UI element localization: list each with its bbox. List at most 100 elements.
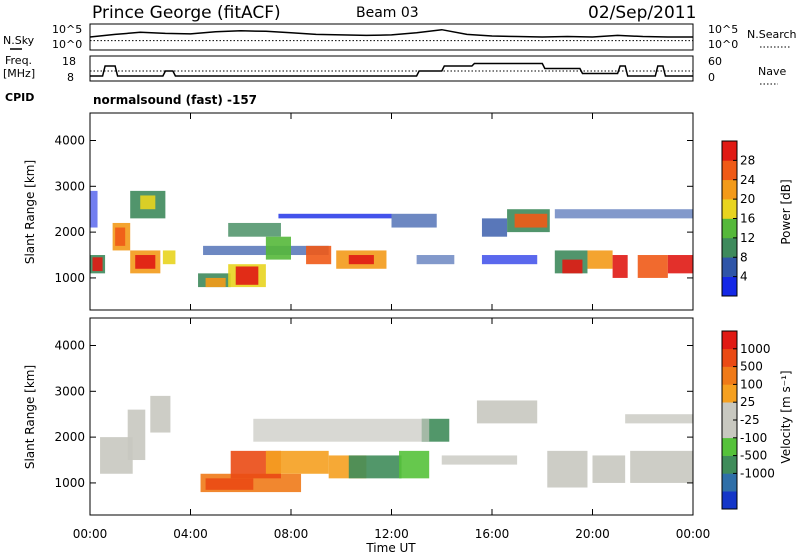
power-data (90, 190, 693, 288)
velocity-ytick-label: 2000 (54, 430, 85, 444)
noise-lines (89, 28, 693, 42)
noise-ytick-top-left: 10^5 (52, 23, 82, 36)
power-scatter-patch (228, 222, 281, 237)
power-colorbar: 4 8 12 16 20 24 28 (721, 140, 755, 297)
power-colorbar-label: 28 (740, 153, 755, 167)
velocity-colorbar: 1000 500 100 25 -25 -100 -500 -1000 (721, 330, 775, 510)
time-x-axis: 00:00 04:00 08:00 12:00 16:00 20:00 00:00 (73, 113, 711, 541)
velocity-scatter-patch (476, 400, 538, 424)
velocity-data (100, 395, 693, 493)
power-scatter-patch (306, 245, 332, 265)
power-scatter-patch (514, 213, 548, 228)
power-colorbar-cell (722, 160, 737, 181)
power-colorbar-cell (722, 141, 737, 161)
power-scatter-patch (562, 259, 583, 274)
velocity-colorbar-label: 100 (740, 377, 763, 391)
power-y-axis: 1000 2000 3000 4000 (54, 133, 693, 285)
power-scatter-patch (92, 257, 103, 272)
power-colorbar-cell (722, 257, 737, 277)
power-colorbar-label: 4 (740, 270, 748, 284)
nsky-label: N.Sky (3, 34, 35, 47)
power-colorbar-label: 20 (740, 192, 755, 206)
velocity-colorbar-cell (722, 402, 737, 421)
noise-ytick-top-right: 10^5 (708, 23, 738, 36)
freq-panel-frame (89, 55, 694, 82)
power-colorbar-cell (722, 179, 737, 200)
power-scatter-patch (265, 236, 291, 260)
power-colorbar-label: 24 (740, 173, 755, 187)
power-scatter-patch (135, 255, 156, 269)
station-title: Prince George (fitACF) (92, 3, 281, 23)
velocity-ytick-label: 3000 (54, 384, 85, 398)
power-colorbar-label: 16 (740, 212, 755, 226)
velocity-scatter-patch (100, 437, 133, 474)
velocity-scatter-patch (150, 395, 171, 433)
velocity-colorbar-label: Velocity [m s⁻¹] (779, 370, 793, 463)
x-tick-label: 08:00 (274, 527, 309, 541)
power-colorbar-label: Power [dB] (779, 179, 793, 244)
power-scatter-patch (90, 190, 98, 228)
velocity-scatter-patch (592, 455, 626, 483)
power-scatter-patch (416, 255, 455, 265)
velocity-y-axis: 1000 2000 3000 4000 (54, 338, 693, 490)
velocity-colorbar-cell (722, 366, 737, 385)
velocity-colorbar-cell (722, 348, 737, 367)
velocity-scatter-patch (441, 455, 518, 465)
x-tick-label: 12:00 (374, 527, 409, 541)
velocity-colorbar-label: 500 (740, 360, 763, 374)
velocity-colorbar-label: 25 (740, 395, 755, 409)
velocity-ylabel: Slant Range [km] (23, 365, 37, 469)
velocity-colorbar-label: 1000 (740, 342, 771, 356)
power-scatter-patch (481, 218, 508, 237)
velocity-colorbar-label: -100 (740, 431, 767, 445)
freq-ytick-top-right: 60 (708, 55, 722, 68)
power-colorbar-label: 8 (740, 250, 748, 264)
noise-ytick-bottom-left: 10^0 (52, 38, 82, 51)
velocity-scatter-patch (348, 455, 402, 479)
velocity-scatter-patch (399, 450, 430, 479)
freq-ytick-bottom-left: 8 (67, 71, 74, 84)
x-tick-label: 04:00 (173, 527, 208, 541)
power-scatter-patch (205, 277, 226, 288)
velocity-scatter-patch (625, 414, 693, 424)
power-colorbar-cell (722, 199, 737, 219)
velocity-colorbar-cell (722, 473, 737, 492)
velocity-panel-frame (89, 317, 694, 516)
power-ytick-label: 3000 (54, 179, 85, 193)
velocity-colorbar-label: -25 (740, 413, 760, 427)
velocity-scatter-patch (547, 450, 588, 488)
x-tick-label: 16:00 (475, 527, 510, 541)
x-tick-label: 00:00 (676, 527, 711, 541)
velocity-ytick-label: 1000 (54, 476, 85, 490)
power-ytick-label: 4000 (54, 133, 85, 147)
velocity-colorbar-cell (722, 420, 737, 439)
freq-ytick-top-left: 18 (62, 55, 76, 68)
power-scatter-patch (235, 266, 259, 285)
velocity-scatter-patch (630, 450, 693, 483)
power-scatter-patch (667, 255, 693, 274)
power-colorbar-cell (722, 237, 737, 258)
velocity-scatter-patch (253, 418, 430, 442)
power-scatter-patch (115, 227, 126, 246)
velocity-colorbar-cell (722, 384, 737, 403)
date-label: 02/Sep/2011 (588, 3, 696, 23)
power-ylabel: Slant Range [km] (23, 160, 37, 264)
freq-label-1: Freq. (5, 54, 32, 67)
freq-series-0 (90, 62, 693, 77)
cpid-label: CPID (5, 91, 34, 104)
power-scatter-patch (391, 213, 437, 228)
power-scatter-patch (554, 209, 693, 219)
velocity-colorbar-label: -1000 (740, 466, 775, 480)
nave-label: Nave (758, 65, 786, 78)
power-colorbar-cell (722, 276, 737, 297)
power-scatter-patch (481, 255, 538, 265)
velocity-scatter-patch (205, 478, 254, 490)
freq-ytick-bottom-right: 0 (708, 71, 715, 84)
power-scatter-patch (637, 255, 668, 278)
x-tick-label: 20:00 (575, 527, 610, 541)
beam-label: Beam 03 (356, 5, 419, 21)
power-colorbar-label: 12 (740, 231, 755, 245)
power-scatter-patch (278, 213, 392, 219)
velocity-scatter-patch (127, 409, 146, 461)
power-scatter-patch (348, 255, 374, 265)
